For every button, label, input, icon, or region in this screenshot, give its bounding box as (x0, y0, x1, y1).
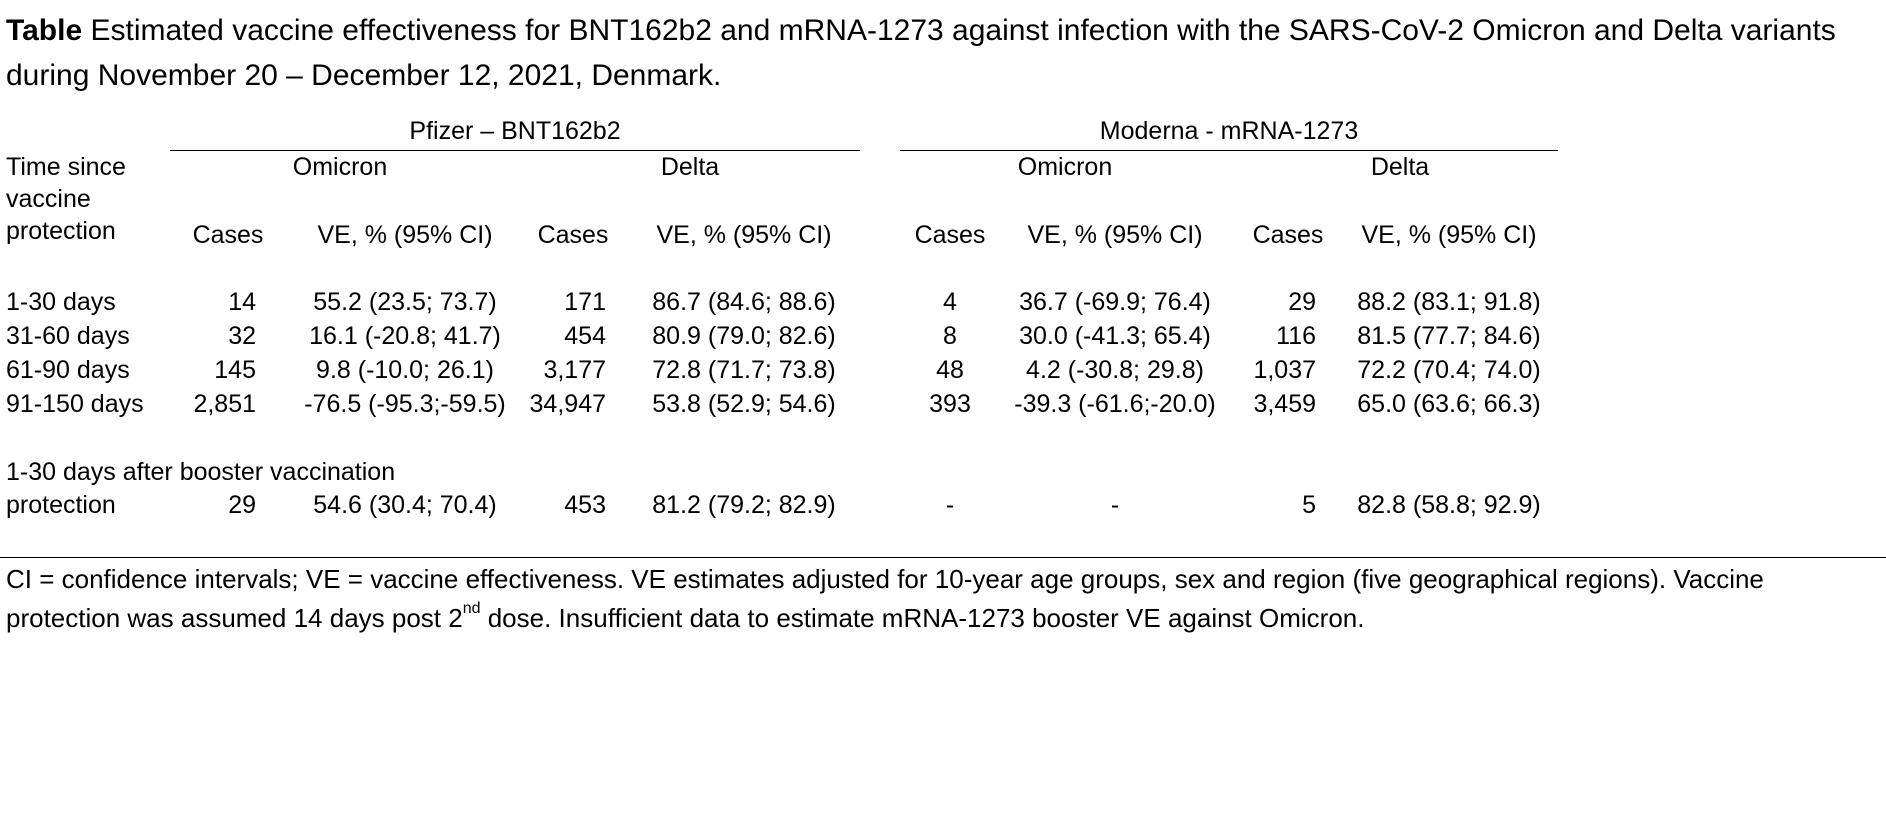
cell-moderna-omicron-cases: 48 (936, 356, 964, 384)
cell-moderna-delta-cases: 29 (1288, 288, 1316, 316)
group-header-pfizer: Pfizer – BNT162b2 (409, 117, 621, 145)
booster-row-label-line2: protection (6, 491, 116, 519)
variant-header-moderna-omicron: Omicron (1017, 153, 1113, 181)
variant-header-pfizer-delta: Delta (660, 153, 720, 181)
cell-moderna-delta-ve: 65.0 (63.6; 66.3) (1357, 390, 1541, 418)
cell-pfizer-omicron-ve: 55.2 (23.5; 73.7) (313, 288, 497, 316)
cell-pfizer-delta-ve: 80.9 (79.0; 82.6) (652, 322, 836, 350)
cell-moderna-delta-ve: 88.2 (83.1; 91.8) (1357, 288, 1541, 316)
table-caption: Table Estimated vaccine effectiveness fo… (6, 8, 1878, 98)
cell-moderna-omicron-ve: - (1110, 491, 1120, 519)
row-label-header-line2: vaccine (6, 185, 91, 213)
cell-moderna-omicron-ve: 30.0 (-41.3; 65.4) (1019, 322, 1211, 350)
cell-pfizer-delta-cases: 453 (564, 491, 606, 519)
cell-pfizer-delta-cases: 171 (564, 288, 606, 316)
cell-pfizer-delta-cases: 34,947 (529, 390, 606, 418)
row-label-header-line3: protection (6, 217, 116, 245)
cell-moderna-omicron-ve: -39.3 (-61.6;-20.0) (1014, 390, 1216, 418)
row-label: 31-60 days (6, 322, 130, 350)
cell-pfizer-omicron-cases: 2,851 (193, 390, 256, 418)
group-rule-pfizer (170, 150, 860, 151)
cell-pfizer-omicron-cases: 32 (228, 322, 256, 350)
cell-pfizer-delta-ve: 81.2 (79.2; 82.9) (652, 491, 836, 519)
row-label: 1-30 days (6, 288, 116, 316)
group-header-moderna: Moderna - mRNA-1273 (1099, 117, 1359, 145)
cell-moderna-delta-cases: 116 (1276, 322, 1316, 350)
col-header-ve: VE, % (95% CI) (1027, 221, 1203, 249)
cell-pfizer-omicron-cases: 14 (228, 288, 256, 316)
cell-pfizer-omicron-ve: -76.5 (-95.3;-59.5) (304, 390, 506, 418)
cell-moderna-omicron-ve: 36.7 (-69.9; 76.4) (1019, 288, 1211, 316)
cell-pfizer-omicron-cases: 145 (214, 356, 256, 384)
footnote-text-part1: CI = confidence intervals; VE = vaccine … (6, 564, 1764, 633)
cell-moderna-omicron-cases: 4 (943, 288, 957, 316)
cell-moderna-delta-ve: 81.5 (77.7; 84.6) (1357, 322, 1541, 350)
row-label: 91-150 days (6, 390, 144, 418)
col-header-cases: Cases (192, 221, 264, 249)
col-header-cases: Cases (914, 221, 986, 249)
cell-moderna-delta-cases: 5 (1302, 491, 1316, 519)
caption-text: Estimated vaccine effectiveness for BNT1… (6, 14, 1836, 92)
caption-label: Table (6, 14, 83, 47)
booster-row-label-line1: 1-30 days after booster vaccination (6, 458, 396, 486)
cell-moderna-omicron-ve: 4.2 (-30.8; 29.8) (1026, 356, 1204, 384)
cell-pfizer-omicron-ve: 16.1 (-20.8; 41.7) (309, 322, 501, 350)
row-label-header-line1: Time since (6, 153, 126, 181)
cell-pfizer-omicron-cases: 29 (228, 491, 256, 519)
footnote-text-part2: dose. Insufficient data to estimate mRNA… (480, 603, 1365, 633)
cell-moderna-delta-cases: 1,037 (1253, 356, 1316, 384)
variant-header-moderna-delta: Delta (1370, 153, 1430, 181)
cell-moderna-delta-ve: 72.2 (70.4; 74.0) (1357, 356, 1541, 384)
row-label: 61-90 days (6, 356, 130, 384)
cell-pfizer-delta-cases: 3,177 (543, 356, 606, 384)
cell-pfizer-omicron-ve: 9.8 (-10.0; 26.1) (316, 356, 494, 384)
col-header-ve: VE, % (95% CI) (1361, 221, 1537, 249)
col-header-ve: VE, % (95% CI) (656, 221, 832, 249)
cell-pfizer-delta-cases: 454 (564, 322, 606, 350)
cell-moderna-delta-ve: 82.8 (58.8; 92.9) (1357, 491, 1541, 519)
col-header-cases: Cases (537, 221, 609, 249)
variant-header-pfizer-omicron: Omicron (292, 153, 388, 181)
cell-moderna-omicron-cases: 393 (929, 390, 971, 418)
table-footnote: CI = confidence intervals; VE = vaccine … (6, 560, 1876, 638)
col-header-ve: VE, % (95% CI) (317, 221, 493, 249)
cell-pfizer-delta-ve: 86.7 (84.6; 88.6) (652, 288, 836, 316)
cell-pfizer-omicron-ve: 54.6 (30.4; 70.4) (313, 491, 497, 519)
footnote-superscript: nd (462, 600, 481, 618)
cell-moderna-omicron-cases: - (945, 491, 955, 519)
cell-moderna-delta-cases: 3,459 (1253, 390, 1316, 418)
table-bottom-rule (0, 557, 1886, 558)
group-rule-moderna (900, 150, 1558, 151)
col-header-cases: Cases (1252, 221, 1324, 249)
cell-pfizer-delta-ve: 53.8 (52.9; 54.6) (652, 390, 836, 418)
cell-moderna-omicron-cases: 8 (943, 322, 957, 350)
cell-pfizer-delta-ve: 72.8 (71.7; 73.8) (652, 356, 836, 384)
